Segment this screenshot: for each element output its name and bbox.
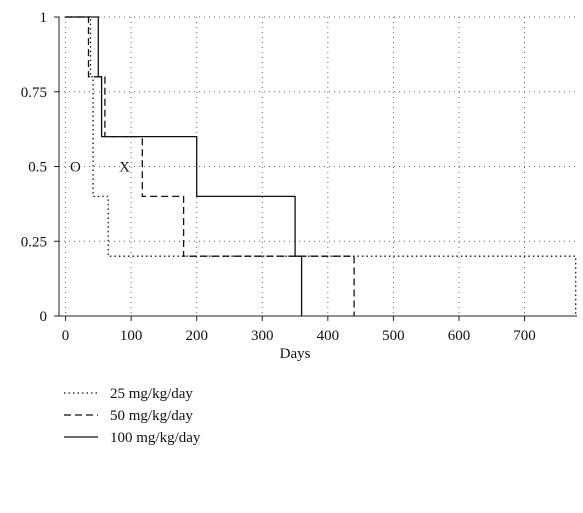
- x-tick-label-2: 200: [185, 328, 208, 344]
- x-tick-label-1: 100: [120, 328, 143, 344]
- y-tick-label-4: 1: [40, 10, 48, 26]
- series-line-3: [65, 16, 303, 316]
- x-axis-label: Days: [280, 346, 311, 362]
- legend-label-3: 100 mg/kg/day: [110, 430, 201, 446]
- x-tick-label-0: 0: [62, 328, 70, 344]
- x-tick-label-4: 400: [317, 328, 340, 344]
- series-group: [65, 16, 577, 316]
- annotation-0: O: [70, 160, 81, 176]
- legend-label-2: 50 mg/kg/day: [110, 408, 193, 424]
- y-tick-label-1: 0.25: [21, 234, 47, 250]
- legend: 25 mg/kg/day 50 mg/kg/day 100 mg/kg/day: [64, 386, 201, 446]
- axes: 0 0.25 0.5 0.75 1 0 100 200 300 400 500 600 700: [21, 10, 577, 344]
- grid: [59, 16, 577, 317]
- legend-label-1: 25 mg/kg/day: [110, 386, 193, 402]
- annotation-1: X: [119, 160, 130, 176]
- y-tick-label-0: 0: [40, 309, 48, 325]
- x-tick-label-3: 300: [251, 328, 274, 344]
- x-tick-label-5: 500: [382, 328, 405, 344]
- y-tick-label-2: 0.5: [28, 160, 47, 176]
- x-tick-label-6: 600: [448, 328, 471, 344]
- y-tick-label-3: 0.75: [21, 85, 47, 101]
- x-tick-label-7: 700: [513, 328, 536, 344]
